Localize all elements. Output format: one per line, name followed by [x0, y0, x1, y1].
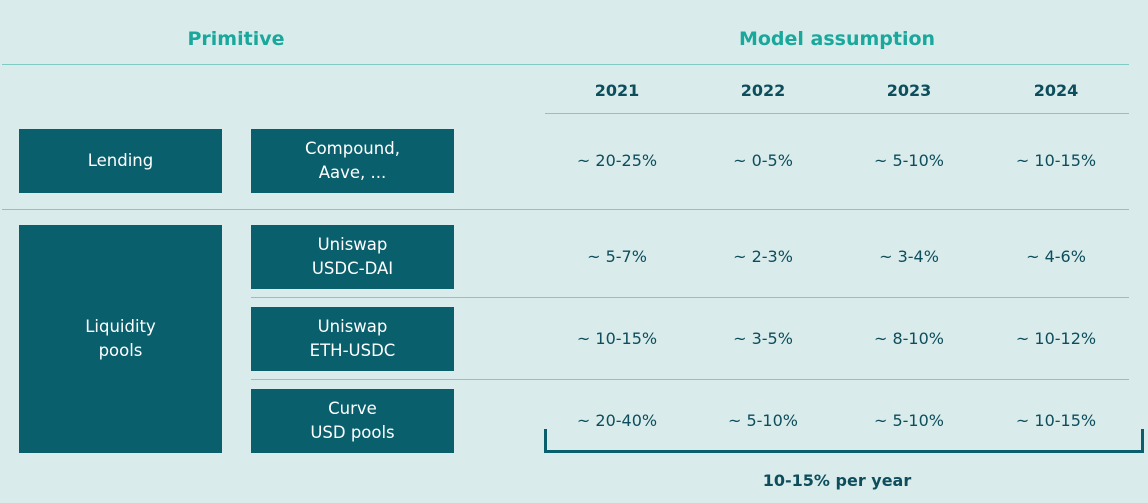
table-cell: ~ 5-7% [587, 247, 647, 266]
category-lending: Lending [19, 129, 222, 193]
header-divider [2, 64, 1129, 65]
table-cell: ~ 10-15% [1015, 151, 1097, 170]
year-divider [545, 113, 1129, 114]
table-cell: ~ 20-40% [576, 411, 658, 430]
model-assumption-header: Model assumption [738, 28, 936, 50]
table-cell: ~ 5-10% [727, 411, 798, 430]
table-cell: ~ 3-4% [879, 247, 939, 266]
row-divider [251, 379, 1129, 380]
year-header-2023: 2023 [886, 81, 932, 100]
table-cell: ~ 0-5% [733, 151, 793, 170]
row-name-curve-usd-pools: Curve USD pools [251, 389, 454, 453]
table-cell: ~ 5-10% [873, 411, 944, 430]
year-header-2021: 2021 [594, 81, 640, 100]
primitive-header: Primitive [187, 28, 285, 50]
year-header-2024: 2024 [1033, 81, 1079, 100]
category-liquidity-pools: Liquidity pools [19, 225, 222, 453]
row-name-compound-aave: Compound, Aave, ... [251, 129, 454, 193]
table-cell: ~ 8-10% [873, 329, 944, 348]
row-name-uniswap-usdc-dai: Uniswap USDC-DAI [251, 225, 454, 289]
table-cell: ~ 10-15% [576, 329, 658, 348]
table-cell: ~ 20-25% [576, 151, 658, 170]
range-bracket [544, 429, 1144, 453]
row-name-uniswap-eth-usdc: Uniswap ETH-USDC [251, 307, 454, 371]
table-cell: ~ 4-6% [1026, 247, 1086, 266]
bracket-label: 10-15% per year [762, 471, 912, 490]
group-divider [2, 209, 1129, 210]
table-cell: ~ 10-12% [1015, 329, 1097, 348]
table-cell: ~ 10-15% [1015, 411, 1097, 430]
year-header-2022: 2022 [740, 81, 786, 100]
table-cell: ~ 3-5% [733, 329, 793, 348]
table-cell: ~ 5-10% [873, 151, 944, 170]
row-divider [251, 297, 1129, 298]
table-cell: ~ 2-3% [733, 247, 793, 266]
